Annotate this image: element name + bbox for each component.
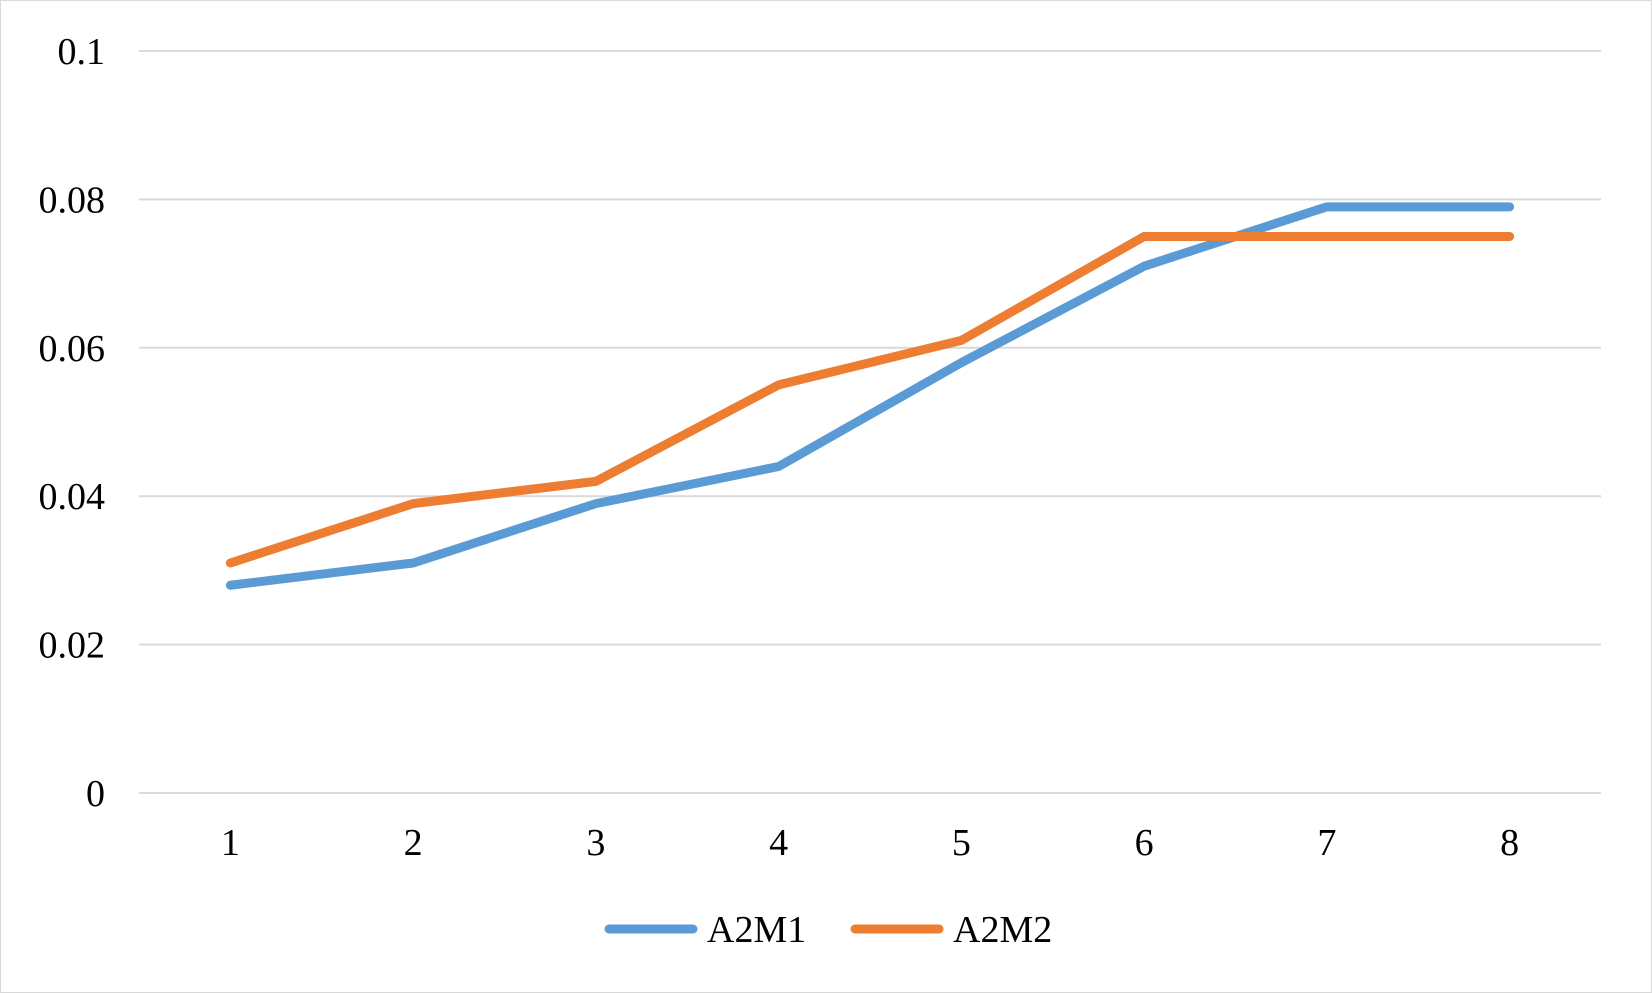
series-lines	[225, 202, 1515, 590]
x-tick-label: 4	[769, 822, 788, 864]
y-tick-label: 0.04	[39, 476, 106, 518]
y-tick-label: 0	[86, 773, 105, 815]
y-tick-label: 0.08	[39, 179, 106, 221]
gridlines	[139, 50, 1601, 794]
legend-label-a2m2: A2M2	[953, 909, 1052, 951]
series-line-a2m1	[225, 202, 1515, 590]
y-tick-label: 0.02	[39, 625, 106, 667]
x-tick-label: 2	[404, 822, 423, 864]
legend-label-a2m1: A2M1	[707, 909, 806, 951]
y-tick-label: 0.1	[58, 31, 106, 73]
y-axis-tick-labels: 0 0.02 0.04 0.06 0.08 0.1	[39, 31, 106, 815]
x-tick-label: 7	[1317, 822, 1336, 864]
x-axis-tick-labels: 1 2 3 4 5 6 7 8	[221, 822, 1519, 864]
x-tick-label: 3	[586, 822, 605, 864]
x-tick-label: 5	[952, 822, 971, 864]
legend: A2M1 A2M2	[604, 909, 1052, 951]
x-tick-label: 1	[221, 822, 240, 864]
y-tick-label: 0.06	[39, 328, 106, 370]
x-tick-label: 8	[1500, 822, 1519, 864]
series-line-a2m2	[225, 232, 1515, 568]
x-tick-label: 6	[1135, 822, 1154, 864]
